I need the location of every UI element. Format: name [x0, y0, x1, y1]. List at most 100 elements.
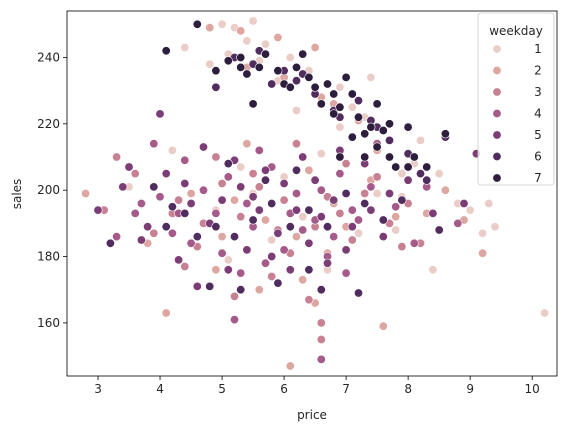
data-point-weekday-1: [291, 106, 301, 116]
data-point-weekday-2: [217, 232, 227, 242]
data-point-weekday-5: [124, 162, 134, 172]
data-point-weekday-7: [273, 66, 283, 76]
data-point-weekday-7: [353, 112, 363, 122]
data-point-weekday-3: [230, 291, 240, 301]
data-point-weekday-6: [434, 225, 444, 235]
data-point-weekday-4: [217, 248, 227, 258]
data-point-weekday-2: [285, 361, 295, 371]
legend-marker-weekday-2: [492, 66, 502, 76]
data-point-weekday-2: [304, 165, 314, 175]
data-point-weekday-1: [478, 228, 488, 238]
data-point-weekday-6: [291, 76, 301, 86]
data-point-weekday-2: [211, 265, 221, 275]
data-point-weekday-2: [254, 285, 264, 295]
data-point-weekday-7: [403, 162, 413, 172]
data-point-weekday-1: [353, 228, 363, 238]
data-point-weekday-1: [484, 199, 494, 209]
data-point-weekday-3: [267, 271, 277, 281]
data-point-weekday-4: [180, 155, 190, 165]
data-point-weekday-2: [378, 321, 388, 331]
data-point-weekday-5: [143, 222, 153, 232]
data-point-weekday-5: [310, 175, 320, 185]
data-point-weekday-4: [341, 268, 351, 278]
data-point-weekday-4: [279, 245, 289, 255]
data-point-weekday-6: [211, 82, 221, 92]
data-point-weekday-1: [434, 169, 444, 179]
data-point-weekday-2: [230, 195, 240, 205]
data-point-weekday-1: [465, 205, 475, 215]
data-point-weekday-3: [149, 228, 159, 238]
data-point-weekday-5: [291, 205, 301, 215]
data-point-weekday-5: [186, 199, 196, 209]
plot-frame: [66, 10, 558, 377]
x-tick-label: 3: [94, 382, 102, 396]
data-point-weekday-5: [322, 258, 332, 268]
data-point-weekday-2: [186, 189, 196, 199]
legend-label-weekday-7: 7: [534, 171, 542, 185]
data-point-weekday-5: [316, 212, 326, 222]
data-point-weekday-5: [403, 175, 413, 185]
data-point-weekday-4: [335, 169, 345, 179]
data-point-weekday-3: [254, 182, 264, 192]
data-point-weekday-4: [242, 199, 252, 209]
legend-label-weekday-4: 4: [534, 107, 542, 121]
data-point-weekday-1: [397, 169, 407, 179]
data-point-weekday-5: [347, 222, 357, 232]
data-point-weekday-7: [335, 152, 345, 162]
data-point-weekday-6: [415, 169, 425, 179]
data-point-weekday-7: [384, 119, 394, 129]
data-point-weekday-4: [329, 232, 339, 242]
data-point-weekday-3: [372, 172, 382, 182]
data-point-weekday-4: [223, 172, 233, 182]
data-point-weekday-7: [223, 56, 233, 66]
data-point-weekday-7: [384, 152, 394, 162]
y-axis: 160 180 200 220 240: [37, 50, 67, 330]
legend-marker-weekday-4: [492, 109, 502, 119]
data-point-weekday-6: [223, 159, 233, 169]
data-point-weekday-4: [298, 225, 308, 235]
data-point-weekday-5: [180, 179, 190, 189]
data-point-weekday-1: [267, 235, 277, 245]
data-point-weekday-4: [366, 182, 376, 192]
data-point-weekday-2: [310, 42, 320, 52]
legend-marker-weekday-5: [492, 130, 502, 140]
data-point-weekday-5: [118, 182, 128, 192]
data-point-weekday-7: [372, 99, 382, 109]
data-point-weekday-6: [180, 208, 190, 218]
data-point-weekday-5: [285, 265, 295, 275]
y-tick-label: 220: [37, 117, 60, 131]
data-point-weekday-1: [335, 82, 345, 92]
data-point-weekday-6: [353, 96, 363, 106]
data-point-weekday-4: [130, 208, 140, 218]
data-point-weekday-4: [391, 202, 401, 212]
data-point-weekday-3: [248, 169, 258, 179]
data-point-weekday-4: [230, 315, 240, 325]
legend-title: weekday: [489, 24, 543, 38]
data-point-weekday-4: [260, 258, 270, 268]
data-point-weekday-1: [540, 308, 550, 318]
data-point-weekday-5: [267, 252, 277, 262]
data-point-weekday-7: [285, 82, 295, 92]
data-point-weekday-1: [248, 16, 258, 26]
data-point-weekday-4: [347, 205, 357, 215]
data-point-weekday-5: [174, 255, 184, 265]
data-point-weekday-7: [298, 49, 308, 59]
data-point-weekday-4: [316, 354, 326, 364]
data-point-weekday-7: [440, 129, 450, 139]
y-axis-label: sales: [10, 179, 24, 210]
x-tick-label: 8: [404, 382, 412, 396]
data-point-weekday-5: [279, 179, 289, 189]
data-point-weekday-3: [217, 179, 227, 189]
y-tick-label: 200: [37, 183, 60, 197]
data-point-weekday-3: [397, 242, 407, 252]
data-point-weekday-7: [310, 82, 320, 92]
data-point-weekday-7: [236, 62, 246, 72]
data-point-weekday-5: [378, 232, 388, 242]
data-point-weekday-6: [192, 232, 202, 242]
x-tick-label: 7: [342, 382, 350, 396]
data-point-weekday-3: [316, 334, 326, 344]
data-point-weekday-1: [335, 122, 345, 132]
data-point-weekday-4: [149, 139, 159, 149]
data-point-weekday-1: [347, 102, 357, 112]
